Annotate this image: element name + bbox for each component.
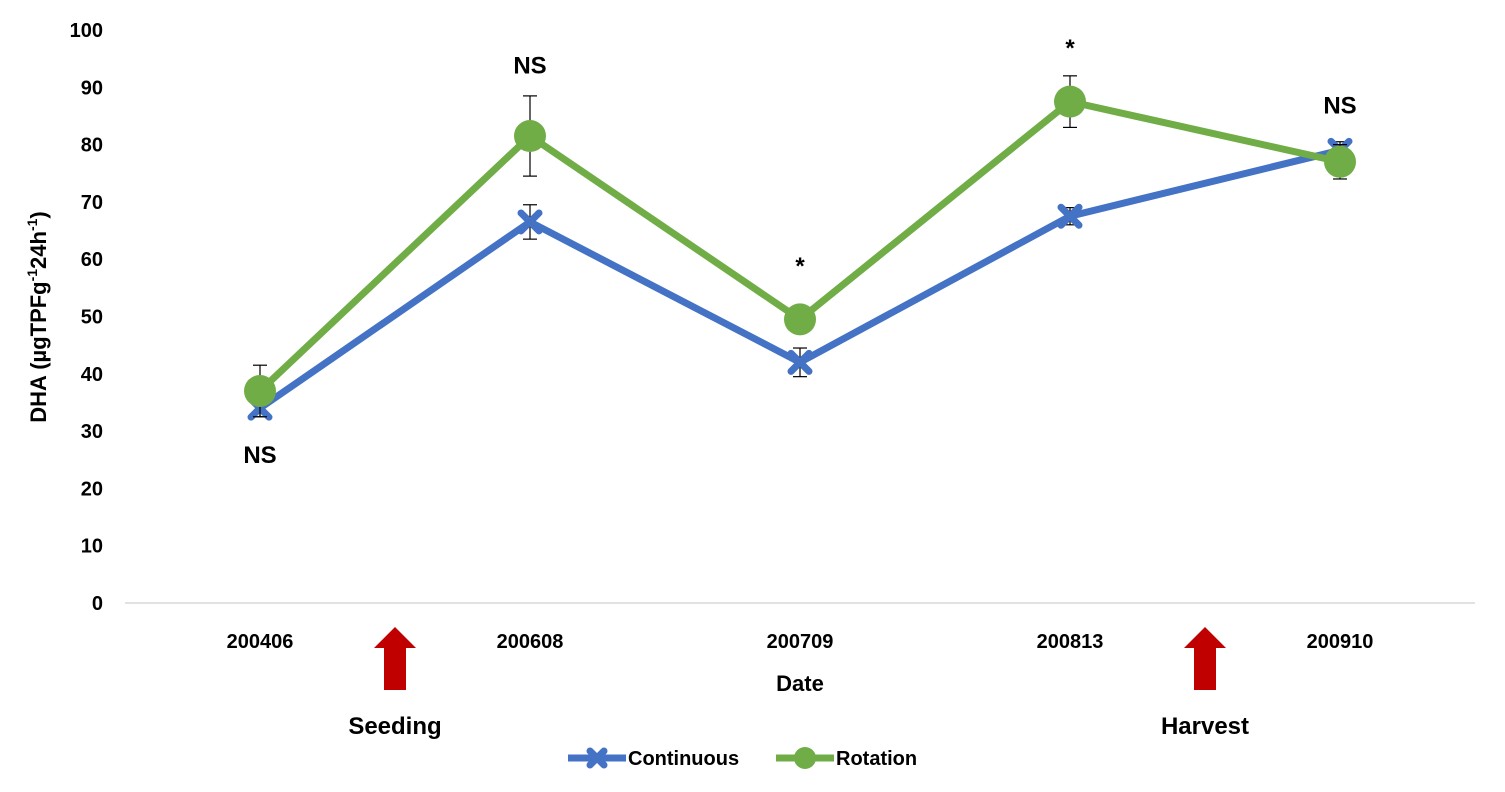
significance-label: * xyxy=(795,253,805,280)
y-tick-label: 60 xyxy=(81,249,103,271)
significance-labels: NS NS * * NS xyxy=(243,35,1356,469)
x-tick-label: 200910 xyxy=(1307,631,1374,653)
x-tick-label: 200406 xyxy=(227,631,294,653)
legend-item-continuous: Continuous xyxy=(568,747,739,770)
significance-label: NS xyxy=(1323,92,1356,119)
data-point xyxy=(1324,145,1356,178)
event-label: Seeding xyxy=(348,713,441,740)
y-tick-label: 100 xyxy=(70,20,103,42)
series-rotation xyxy=(244,75,1356,418)
x-tick-label: 200608 xyxy=(497,631,564,653)
legend-label: Rotation xyxy=(836,748,917,770)
red-up-arrow-icon xyxy=(1184,627,1226,690)
series-layer xyxy=(244,75,1356,421)
data-point xyxy=(1054,85,1086,118)
data-point xyxy=(784,303,816,336)
y-tick-label: 30 xyxy=(81,421,103,443)
y-tick-label: 10 xyxy=(81,536,103,558)
legend: Continuous Rotation xyxy=(568,747,917,770)
event-label: Harvest xyxy=(1161,713,1249,740)
y-axis-title: DHA (µgTPFg-124h-1) xyxy=(24,211,51,423)
event-markers: Seeding Harvest xyxy=(348,627,1249,740)
legend-item-rotation: Rotation xyxy=(776,747,917,770)
red-up-arrow-icon xyxy=(374,627,416,690)
significance-label: NS xyxy=(243,442,276,469)
y-tick-label: 0 xyxy=(92,593,103,615)
event-harvest: Harvest xyxy=(1161,627,1249,740)
event-seeding: Seeding xyxy=(348,627,442,740)
y-axis: 0 10 20 30 40 50 60 70 80 90 100 xyxy=(70,20,103,615)
y-tick-label: 90 xyxy=(81,77,103,99)
legend-marker xyxy=(794,747,816,769)
legend-marker xyxy=(586,747,608,769)
x-axis-title: Date xyxy=(776,671,824,696)
y-tick-label: 40 xyxy=(81,364,103,386)
significance-label: * xyxy=(1065,35,1075,62)
y-tick-label: 50 xyxy=(81,307,103,329)
x-tick-label: 200709 xyxy=(767,631,834,653)
y-tick-label: 70 xyxy=(81,192,103,214)
legend-label: Continuous xyxy=(628,748,739,770)
x-axis: 200406 200608 200709 200813 200910 xyxy=(125,602,1475,653)
x-tick-label: 200813 xyxy=(1037,631,1104,653)
data-point xyxy=(514,120,546,153)
significance-label: NS xyxy=(513,52,546,79)
data-point xyxy=(517,209,543,235)
data-point xyxy=(787,349,813,375)
data-point xyxy=(244,374,276,407)
y-tick-label: 80 xyxy=(81,135,103,157)
y-tick-label: 20 xyxy=(81,478,103,500)
data-point xyxy=(1057,203,1083,229)
